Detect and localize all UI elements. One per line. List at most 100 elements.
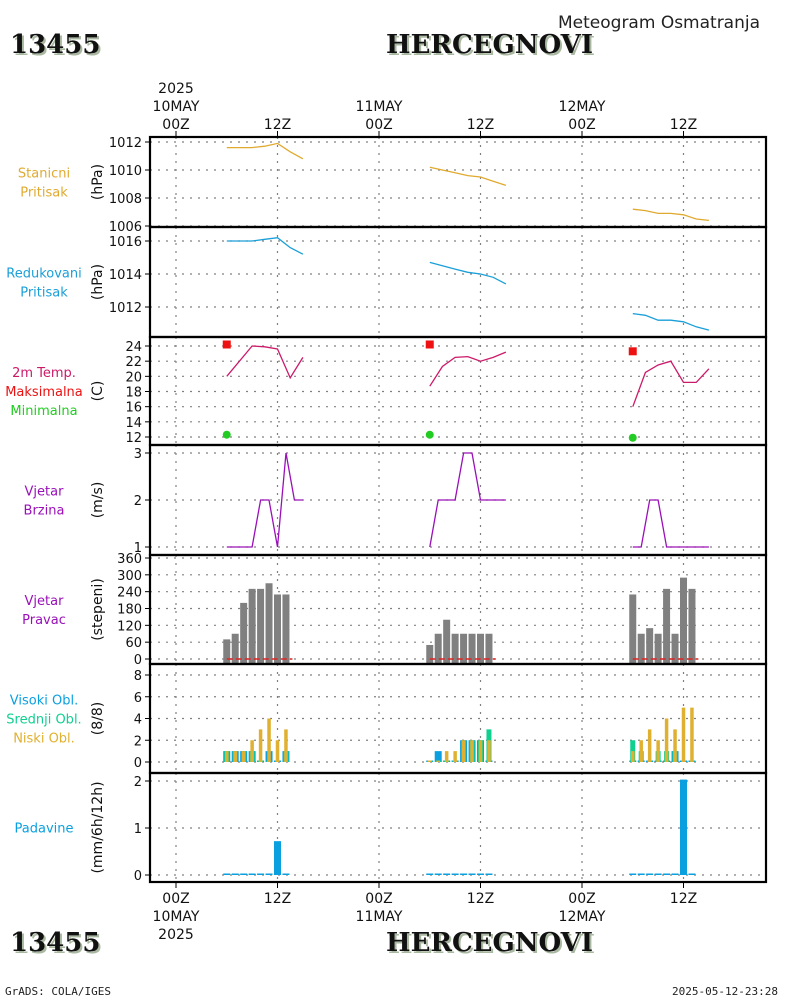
y-tick-label: 0	[134, 869, 142, 884]
y-tick-label: 1010	[109, 164, 142, 179]
cloud-bar-niski	[690, 707, 694, 762]
panel-frame	[148, 771, 768, 884]
precip-bar	[231, 873, 239, 875]
year-label-top: 2025	[158, 81, 194, 97]
date-label-bottom: 10MAY	[153, 909, 200, 925]
wind-direction-bar	[680, 577, 687, 664]
max-temp-marker	[425, 340, 434, 349]
cloud-bar-niski	[284, 729, 288, 762]
y-tick-label: 12	[125, 431, 142, 446]
station-name-bottom: HERCEGNOVI	[386, 928, 593, 958]
panel-legend-label: Vjetar	[25, 594, 65, 609]
y-tick-label: 360	[117, 552, 142, 567]
precip-bar	[282, 873, 290, 875]
time-label-top: 12Z	[467, 117, 494, 133]
panel-padavine: 0 1 2 (mm/6h/12h) Padavine	[15, 771, 768, 884]
y-tick-label: 2	[134, 775, 142, 790]
y-tick-label: 20	[125, 370, 142, 385]
wind-direction-bar	[451, 633, 459, 664]
y-tick-label: 1	[134, 541, 142, 556]
panel-legend-label: 2m Temp.	[12, 366, 76, 381]
y-tick-label: 1016	[109, 235, 142, 250]
max-temp-marker	[222, 340, 231, 349]
timestamp-text: 2025-05-12-23:28	[672, 985, 778, 998]
series-line	[632, 312, 710, 331]
y-tick-label: 1014	[109, 268, 142, 283]
precip-bar	[240, 873, 248, 875]
precip-bar	[434, 873, 442, 875]
panel-legend-label: Niski Obl.	[13, 732, 75, 747]
time-label-top: 00Z	[162, 117, 189, 133]
y-tick-label: 0	[134, 653, 142, 668]
wind-direction-bar	[282, 594, 290, 664]
panel-stanicni-pritisak: 1006 1008 1010 1012(hPa) Stanicni Pritisak	[18, 135, 768, 235]
wind-direction-bar	[231, 633, 239, 664]
precip-bar	[671, 873, 679, 875]
wind-direction-bar	[460, 633, 468, 664]
station-name-top: HERCEGNOVI	[386, 30, 593, 60]
time-label-bottom: 12Z	[670, 891, 697, 907]
time-label-bottom: 12Z	[467, 891, 494, 907]
panel-legend-label: Minimalna	[10, 404, 77, 419]
wind-direction-bar	[248, 588, 256, 664]
y-tick-label: 1012	[109, 301, 142, 316]
y-tick-label: 60	[125, 636, 142, 651]
cloud-bar-niski	[250, 740, 254, 762]
time-label-bottom: 00Z	[162, 891, 189, 907]
precip-bar	[274, 841, 281, 875]
panel-legend-label: Pravac	[22, 613, 66, 628]
panel-redukovani-pritisak: 1012 1014 1016(hPa) Redukovani Pritisak	[6, 225, 768, 339]
precip-bar	[654, 873, 662, 875]
wind-direction-bar	[663, 588, 671, 664]
y-tick-label: 1	[134, 822, 142, 837]
panel-legend-label: Pritisak	[20, 186, 68, 201]
cloud-bar-niski	[470, 740, 474, 762]
wind-direction-bar	[671, 633, 679, 664]
panel-legend-label: Stanicni	[18, 167, 70, 182]
precip-bar	[680, 779, 687, 875]
wind-direction-bar	[240, 602, 248, 664]
panel-legend-label: Vjetar	[25, 485, 65, 500]
date-label-bottom: 11MAY	[356, 909, 403, 925]
year-label-bottom: 2025	[158, 927, 194, 943]
time-label-top: 00Z	[568, 117, 595, 133]
cloud-bar-niski	[444, 751, 449, 762]
panel-legend-label: Pritisak	[20, 286, 68, 301]
cloud-bar-visoki	[434, 751, 442, 762]
precip-bar	[629, 873, 637, 875]
cloud-bar-niski	[461, 740, 466, 762]
panel-legend-label: Visoki Obl.	[10, 694, 78, 709]
y-axis-label: (C)	[90, 381, 106, 402]
panel-legend-label: Padavine	[15, 822, 74, 837]
min-temp-marker	[628, 433, 637, 442]
time-label-top: 00Z	[365, 117, 392, 133]
y-tick-label: 8	[134, 669, 142, 684]
wind-direction-bar	[434, 633, 442, 664]
precip-bar	[485, 873, 493, 875]
cloud-bar-niski	[267, 718, 271, 762]
series-line	[632, 360, 710, 407]
series-line	[632, 499, 709, 548]
cloud-bar-niski	[478, 740, 483, 762]
cloud-bar-niski	[639, 740, 643, 762]
cloud-bar-niski	[453, 751, 457, 762]
panel-legend-label: Maksimalna	[5, 385, 83, 400]
cloud-bar-niski	[673, 729, 677, 762]
precip-bar	[265, 873, 273, 875]
panel-oblacnost: 0 2 4 6 8 (8/8) Visoki Obl. Srednji Obl. Niski O…	[6, 662, 768, 775]
wind-direction-bar	[646, 628, 654, 664]
y-tick-label: 300	[117, 569, 142, 584]
series-line	[632, 208, 709, 222]
panel-legend-label: Srednji Obl.	[6, 713, 81, 728]
y-tick-label: 2	[134, 494, 142, 509]
credit-text: GrADS: COLA/IGES	[5, 985, 111, 998]
date-label-top: 12MAY	[559, 99, 606, 115]
cloud-bar-niski	[681, 707, 686, 762]
precip-bar	[460, 873, 468, 875]
precip-bar	[443, 873, 451, 875]
precip-bar	[646, 873, 654, 875]
time-label-bottom: 00Z	[365, 891, 392, 907]
min-temp-marker	[425, 430, 434, 439]
min-temp-marker	[222, 430, 231, 439]
